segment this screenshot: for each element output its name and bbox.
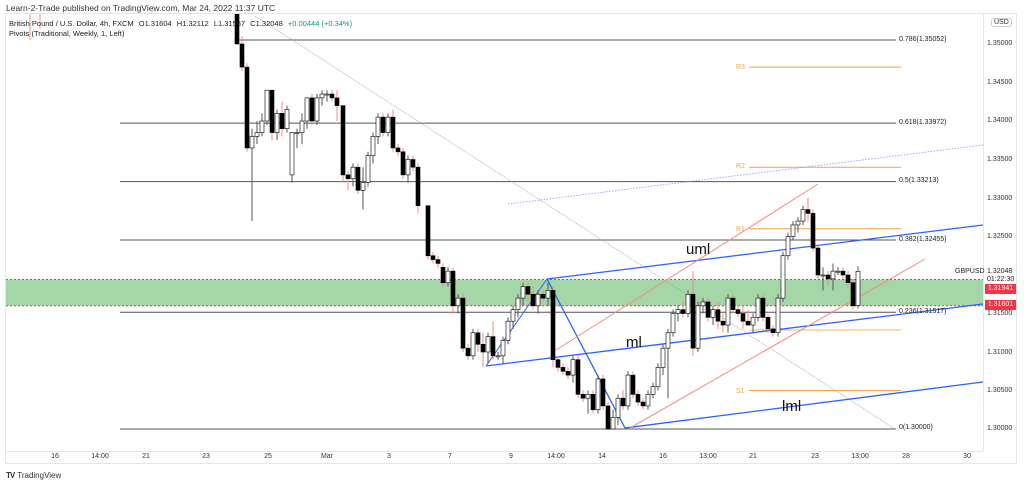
tradingview-logo-icon: TV bbox=[6, 471, 15, 480]
close-value: C1.32048 bbox=[250, 19, 283, 28]
low-value: L1.31567 bbox=[213, 19, 246, 28]
time-tick: 13:00 bbox=[851, 453, 869, 460]
high-value: H1.32112 bbox=[176, 19, 209, 28]
time-tick: 13:00 bbox=[699, 453, 717, 460]
time-tick: 9 bbox=[509, 453, 513, 460]
indicator-legend[interactable]: Pivots (Traditional, Weekly, 1, Left) bbox=[9, 29, 125, 38]
tradingview-logo[interactable]: TV TradingView bbox=[6, 471, 61, 480]
time-tick: 3 bbox=[387, 453, 391, 460]
time-tick: 16 bbox=[659, 453, 667, 460]
time-tick: 21 bbox=[142, 453, 150, 460]
price-tick: 1.30000 bbox=[987, 425, 1013, 432]
zone-bottom-price-label: 1.31601 bbox=[985, 300, 1016, 310]
time-tick: 25 bbox=[264, 453, 272, 460]
time-tick: 14:00 bbox=[547, 453, 565, 460]
last-price-label: 1.32048 bbox=[987, 268, 1013, 275]
annotation-ml: ml bbox=[626, 334, 642, 351]
change-value: +0.00444 (+0.34%) bbox=[287, 19, 353, 28]
price-tick: 1.31500 bbox=[987, 310, 1013, 317]
symbol-description: British Pound / U.S. Dollar, 4h, FXCM bbox=[9, 19, 134, 28]
bar-countdown: 01:22:30 bbox=[987, 276, 1015, 283]
time-tick: 16 bbox=[51, 453, 59, 460]
annotation-lml: lml bbox=[782, 398, 802, 415]
time-tick: 7 bbox=[448, 453, 452, 460]
fib-label-0: 0(1.30000) bbox=[899, 424, 933, 431]
tradingview-wordmark: TradingView bbox=[17, 471, 62, 480]
chart-frame bbox=[5, 13, 1017, 464]
time-tick: 28 bbox=[902, 453, 910, 460]
ohlc-legend: British Pound / U.S. Dollar, 4h, FXCM O1… bbox=[9, 19, 355, 28]
open-value: O1.31604 bbox=[138, 19, 172, 28]
pivot-label-r3: R3 bbox=[736, 64, 745, 71]
time-tick: 14 bbox=[598, 453, 606, 460]
annotation-uml: uml bbox=[686, 241, 711, 258]
price-tick: 1.34000 bbox=[987, 117, 1013, 124]
symbol-label: GBPUSD bbox=[955, 268, 985, 275]
price-tick: 1.34500 bbox=[987, 79, 1013, 86]
fib-label-0382: 0.382(1.32455) bbox=[899, 236, 947, 243]
zone-top-price-label: 1.31941 bbox=[985, 284, 1016, 294]
price-tick: 1.33500 bbox=[987, 156, 1013, 163]
price-tick: 1.32500 bbox=[987, 233, 1013, 240]
pivot-label-s1: S1 bbox=[736, 388, 745, 395]
price-tick: 1.30500 bbox=[987, 387, 1013, 394]
time-tick: Mar bbox=[320, 453, 334, 460]
price-tick: 1.35000 bbox=[987, 40, 1013, 47]
support-zone bbox=[6, 279, 983, 306]
fib-label-0786: 0.786(1.35052) bbox=[899, 36, 947, 43]
pivot-label-r2: R2 bbox=[736, 163, 745, 170]
price-axis[interactable] bbox=[983, 13, 1017, 451]
publisher-caption: Learn-2-Trade published on TradingView.c… bbox=[6, 3, 276, 13]
fib-label-05: 0.5(1.33213) bbox=[899, 177, 939, 184]
time-tick: 21 bbox=[749, 453, 757, 460]
currency-badge[interactable]: USD bbox=[991, 18, 1012, 27]
fib-label-0618: 0.618(1.33972) bbox=[899, 119, 947, 126]
fib-label-0236: 0.236(1.31517) bbox=[899, 308, 947, 315]
price-tick: 1.31000 bbox=[987, 349, 1013, 356]
time-tick: 30 bbox=[963, 453, 971, 460]
time-tick: 14:00 bbox=[91, 453, 109, 460]
price-tick: 1.33000 bbox=[987, 195, 1013, 202]
time-tick: 23 bbox=[811, 453, 819, 460]
pivot-label-r1: R1 bbox=[736, 226, 745, 233]
time-tick: 23 bbox=[202, 453, 210, 460]
time-axis[interactable] bbox=[5, 451, 983, 464]
